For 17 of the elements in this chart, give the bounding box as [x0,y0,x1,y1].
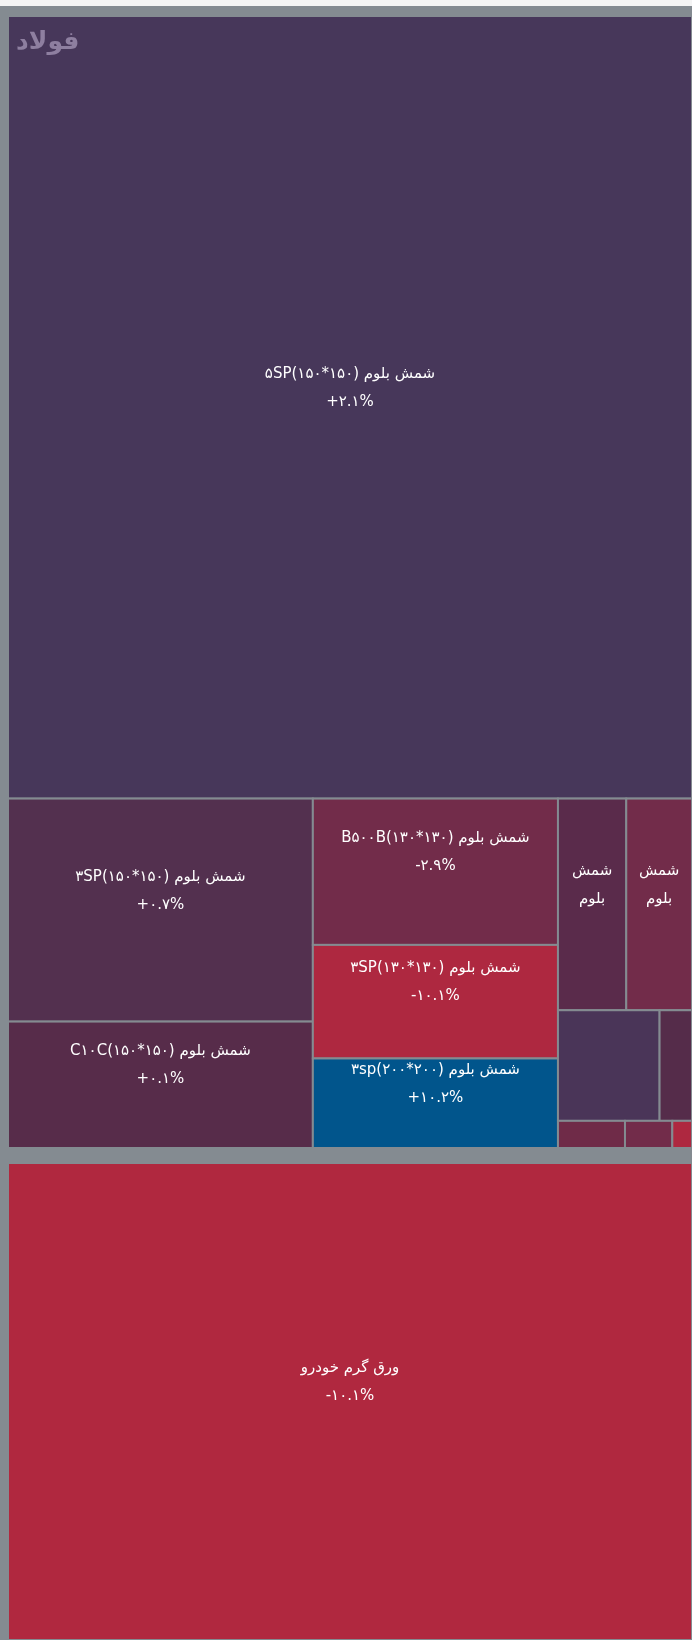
category-label: ورق گرم خودرو [299,1358,400,1376]
data-label: +۰.۱% [136,1069,185,1088]
data-label: +۱۰.۲% [407,1087,464,1106]
data-label: -۱۰.۱% [411,986,460,1005]
category-label: شمش بلوم [571,860,613,907]
category-label: شمش بلوم (۱۵۰*۱۵۰)۳SP [75,866,246,885]
category-label: شمش بلوم (۱۳۰*۱۳۰)B۵۰۰B [341,828,530,847]
category-label: شمش بلوم (۱۵۰*۱۵۰)C۱۰C [70,1041,251,1060]
data-label: -۲.۹% [415,856,456,875]
category-label: شمش بلوم [638,860,680,907]
category-label: شمش بلوم (۲۰۰*۲۰۰)۳sp [350,1059,520,1078]
text: فولاد [16,26,80,56]
category-label: شمش بلوم (۱۳۰*۱۳۰)۳SP [350,958,521,977]
data-label: +۲.۱% [326,391,374,410]
data-label: +۰.۷% [136,894,185,913]
category-label: شمش بلوم (۱۵۰*۱۵۰)۵SP [264,363,436,382]
data-label: -۱۰.۱% [325,1386,375,1404]
